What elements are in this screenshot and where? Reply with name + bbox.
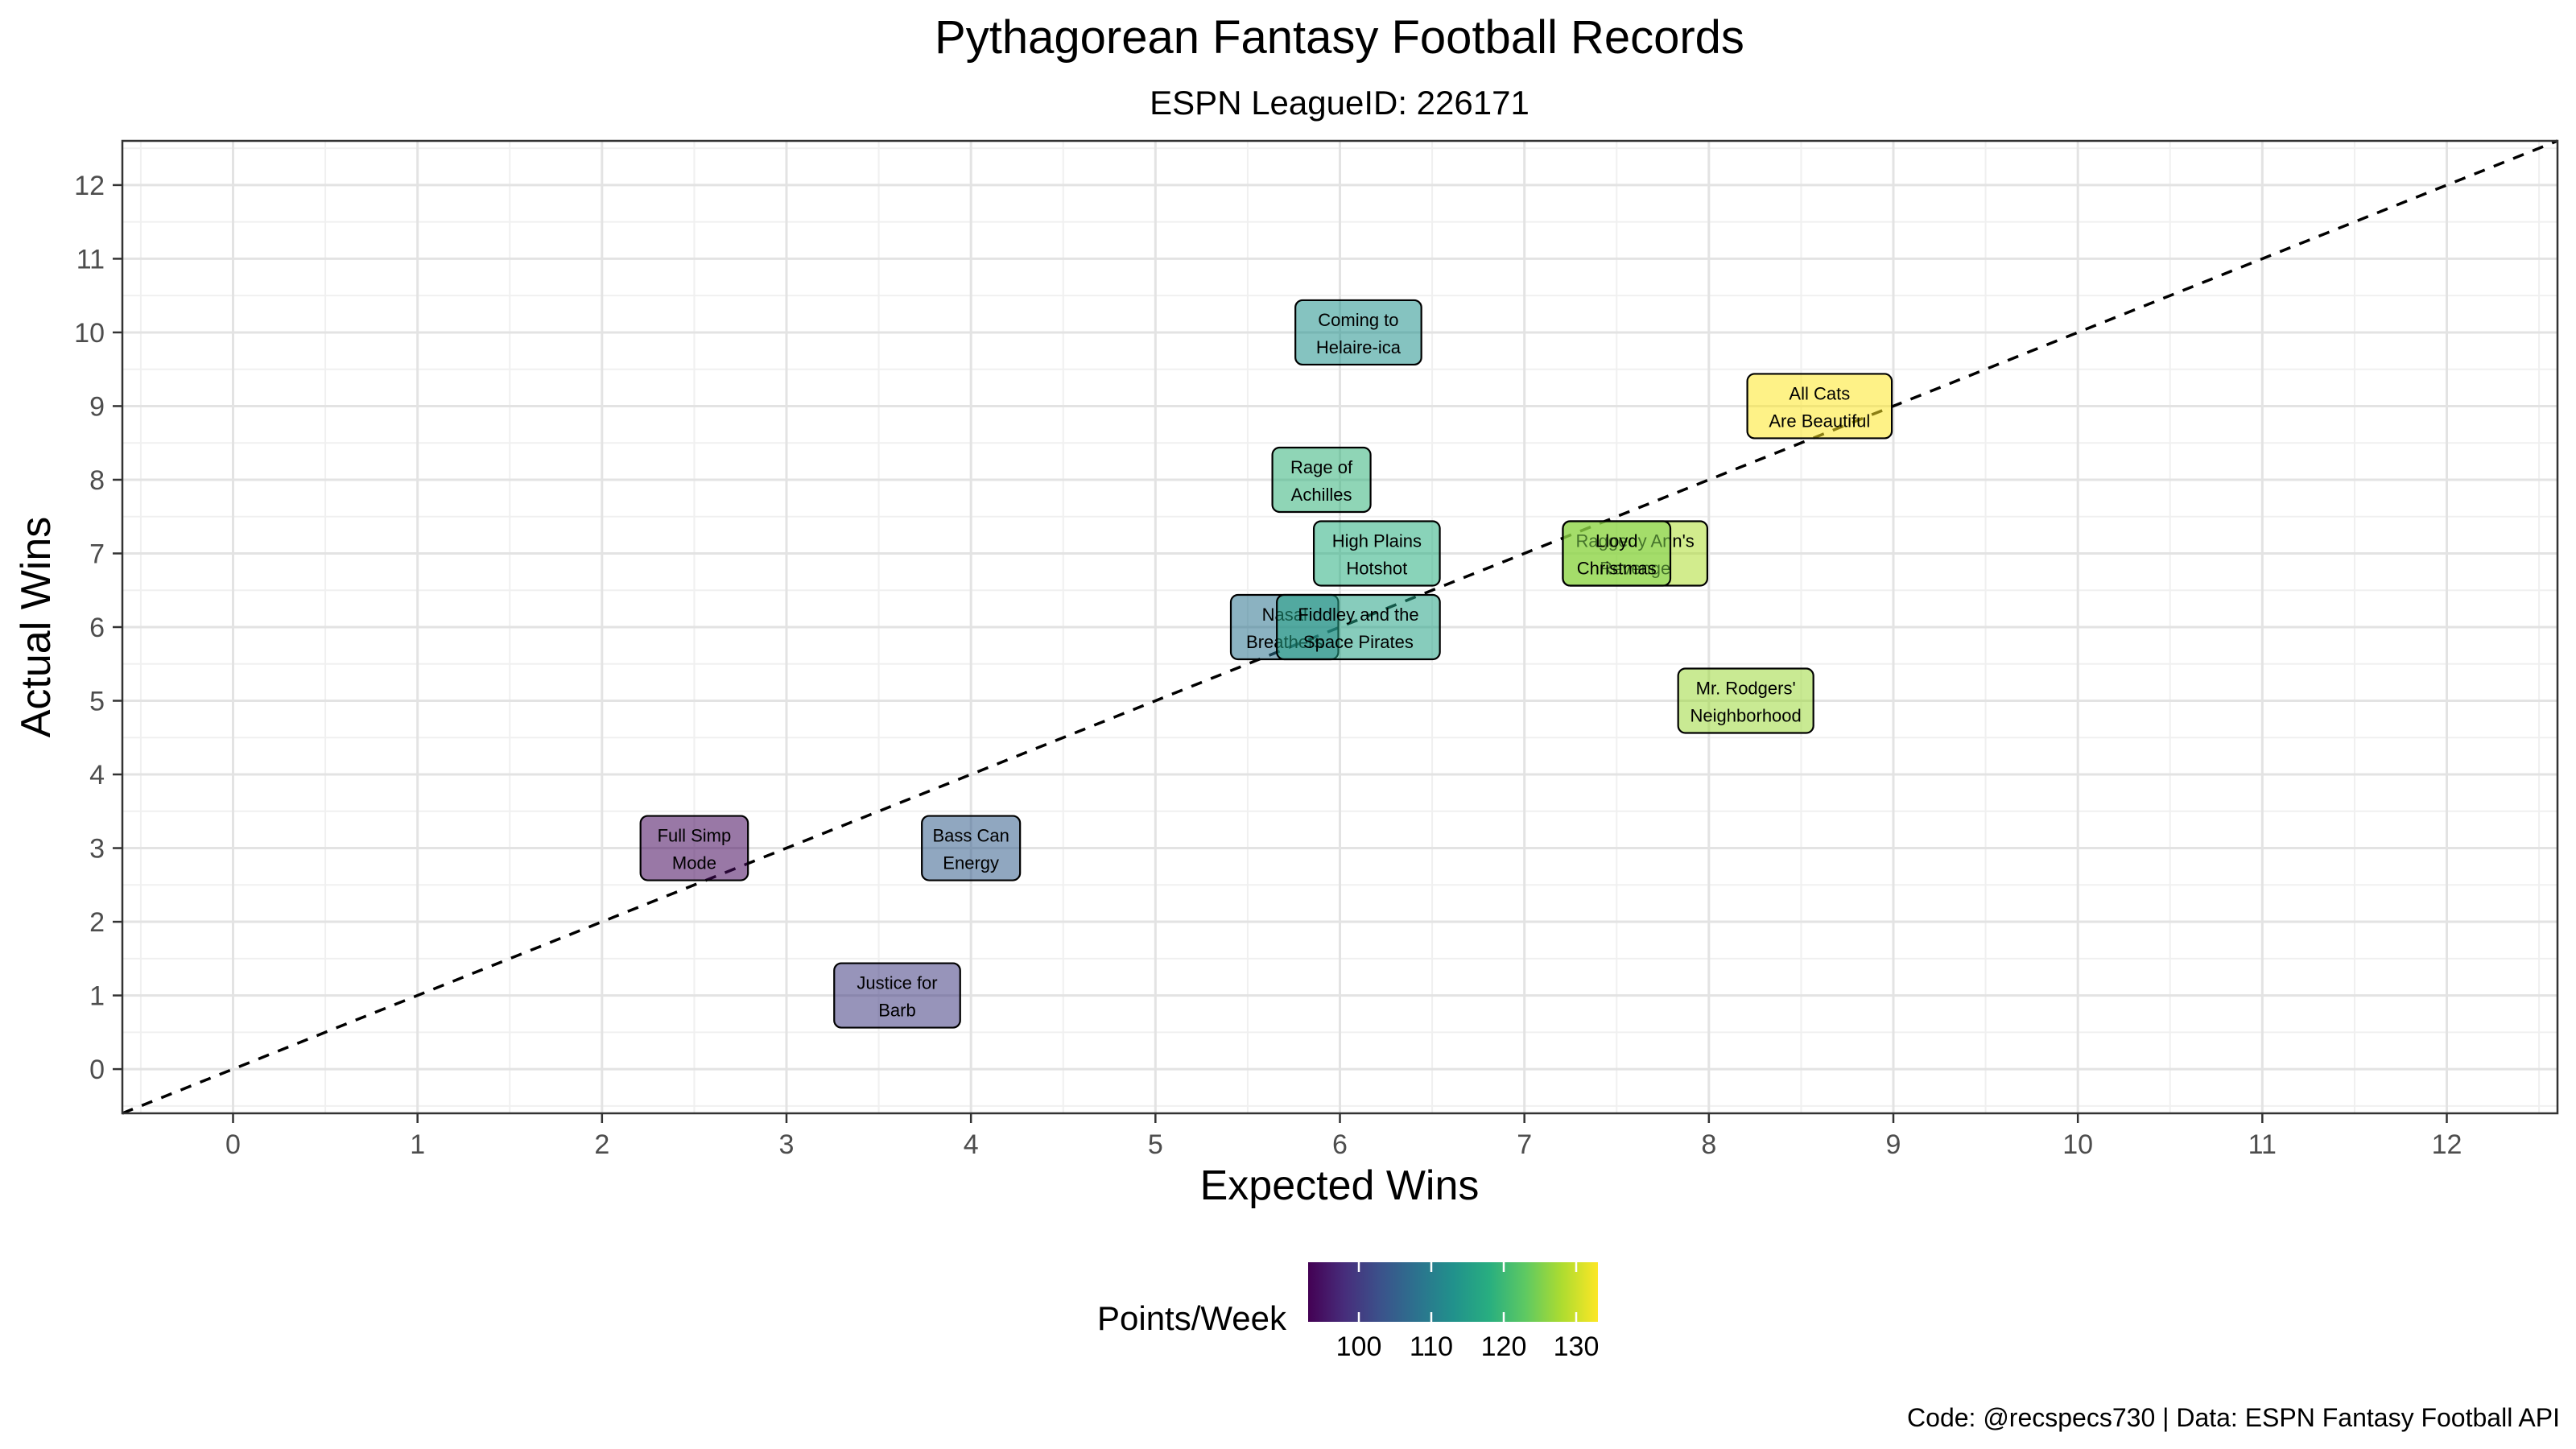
- x-tick-label: 1: [410, 1129, 425, 1160]
- y-tick-label: 12: [74, 171, 105, 201]
- point-label-text: Christmas: [1577, 558, 1657, 578]
- legend-ticks: 100 110 120 130: [1336, 1262, 1600, 1362]
- point-label-text: Achilles: [1291, 485, 1352, 505]
- x-tick-label: 12: [2432, 1129, 2462, 1160]
- legend-tick-label: 110: [1410, 1331, 1453, 1362]
- data-point: Rage of Achilles: [1271, 446, 1372, 514]
- point-label-text: High Plains: [1332, 530, 1422, 551]
- point-label-box: [1294, 299, 1422, 366]
- point-label-text: Rage of: [1290, 457, 1353, 477]
- x-tick-label: 2: [594, 1129, 609, 1160]
- point-label-text: Fiddley and the: [1298, 605, 1418, 625]
- point-label-box: [1677, 667, 1814, 734]
- x-tick-label: 6: [1332, 1129, 1348, 1160]
- point-label-box: [1746, 373, 1893, 440]
- point-label-text: Energy: [943, 853, 999, 873]
- data-point: High Plains Hotshot: [1312, 520, 1441, 587]
- point-label-text: Justice for: [857, 973, 937, 993]
- data-point: Coming to Helaire-ica: [1294, 299, 1422, 366]
- y-tick-label: 7: [89, 539, 105, 569]
- point-label-text: All Cats: [1789, 383, 1850, 403]
- point-label-text: Mode: [672, 853, 716, 873]
- y-tick-label: 9: [89, 391, 105, 422]
- caption: Code: @recspecs730 | Data: ESPN Fantasy …: [1907, 1403, 2560, 1432]
- point-label-text: Barb: [878, 1001, 915, 1021]
- y-tick-label: 4: [89, 760, 105, 791]
- x-tick-label: 3: [779, 1129, 795, 1160]
- point-label-text: Helaire-ica: [1316, 337, 1402, 357]
- y-tick-label: 5: [89, 687, 105, 717]
- y-tick-label: 1: [89, 981, 105, 1012]
- y-tick-label: 6: [89, 613, 105, 643]
- y-tick-label: 10: [74, 318, 105, 349]
- point-label-text: Neighborhood: [1690, 706, 1802, 726]
- legend-tick-label: 100: [1336, 1331, 1382, 1362]
- point-label-box: [921, 815, 1022, 881]
- point-label-box: [1276, 593, 1441, 661]
- point-label-box: [833, 962, 961, 1029]
- x-tick-label: 10: [2062, 1129, 2093, 1160]
- x-tick-label: 7: [1517, 1129, 1532, 1160]
- point-label-text: Bass Can: [932, 826, 1009, 846]
- y-axis-label: Actual Wins: [13, 517, 60, 738]
- x-axis-label: Expected Wins: [1200, 1162, 1480, 1209]
- x-tick-label: 4: [964, 1129, 979, 1160]
- x-tick-label: 5: [1148, 1129, 1163, 1160]
- y-tick-label: 0: [89, 1055, 105, 1085]
- point-label-text: Coming to: [1318, 310, 1398, 330]
- point-label-text: Lloyd: [1596, 530, 1638, 551]
- point-label-box: [639, 815, 749, 881]
- point-label-box: [1312, 520, 1441, 587]
- chart-subtitle: ESPN LeagueID: 226171: [1150, 84, 1530, 122]
- point-label-text: Mr. Rodgers': [1696, 679, 1796, 699]
- point-label-box: [1271, 446, 1372, 514]
- data-point: Fiddley and the Space Pirates: [1276, 593, 1441, 661]
- data-point: Justice for Barb: [833, 962, 961, 1029]
- legend: Points/Week 100 110 120 130: [1097, 1262, 1599, 1362]
- x-tick-label: 8: [1701, 1129, 1716, 1160]
- legend-tick-label: 130: [1554, 1331, 1600, 1362]
- legend-colorbar: [1308, 1262, 1598, 1322]
- point-label-text: Hotshot: [1346, 558, 1407, 578]
- x-tick-label: 0: [225, 1129, 241, 1160]
- y-tick-label: 11: [76, 244, 105, 275]
- x-tick-label: 11: [2248, 1129, 2277, 1160]
- data-point: Full Simp Mode: [639, 815, 749, 881]
- y-tick-label: 8: [89, 465, 105, 496]
- data-point: All Cats Are Beautiful: [1746, 373, 1893, 440]
- chart-title: Pythagorean Fantasy Football Records: [935, 11, 1744, 64]
- data-point: Mr. Rodgers' Neighborhood: [1677, 667, 1814, 734]
- data-point: Bass Can Energy: [921, 815, 1022, 881]
- x-tick-label: 9: [1886, 1129, 1901, 1160]
- point-label-text: Full Simp: [658, 826, 732, 846]
- point-label-box: [1562, 520, 1672, 587]
- data-point: Lloyd Christmas: [1562, 520, 1672, 587]
- legend-tick-label: 120: [1481, 1331, 1527, 1362]
- point-label-text: Are Beautiful: [1769, 411, 1870, 431]
- y-tick-label: 3: [89, 834, 105, 865]
- x-axis: 0 1 2 3 4 5 6 7 8 9 10 11 12: [225, 1113, 2462, 1160]
- point-label-text: Space Pirates: [1303, 632, 1414, 652]
- reference-line: [122, 139, 2558, 1115]
- points-layer: Coming to Helaire-ica All Cats Are Beautifu…: [639, 299, 1893, 1029]
- legend-title: Points/Week: [1097, 1299, 1287, 1337]
- y-tick-label: 2: [89, 907, 105, 938]
